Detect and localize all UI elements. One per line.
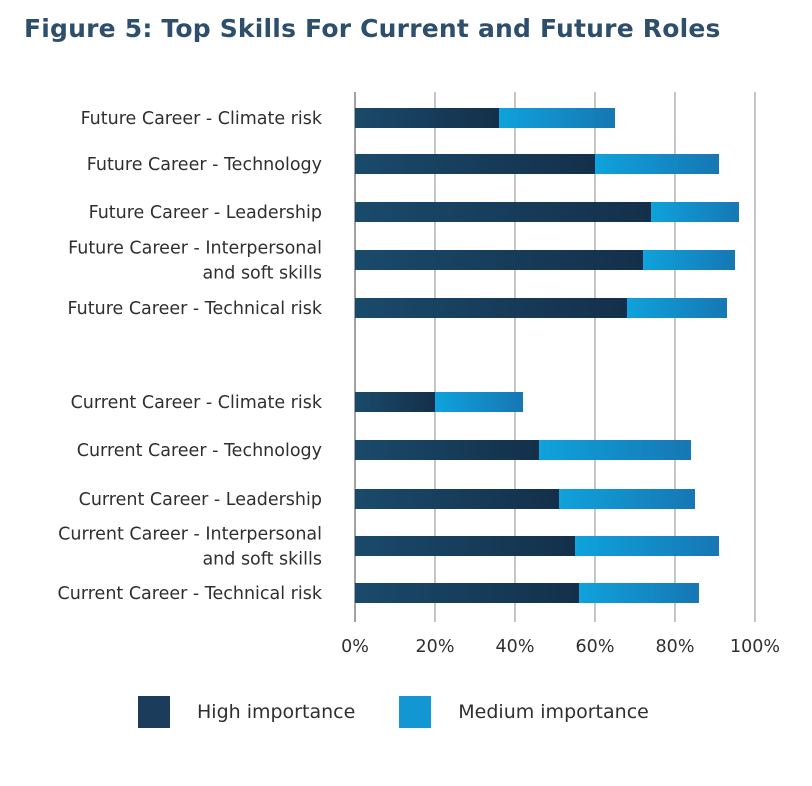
legend-item-medium: Medium importance <box>399 696 649 728</box>
bar-high-3 <box>355 250 643 270</box>
legend: High importance Medium importance <box>138 694 693 730</box>
category-label-5: Current Career - Climate risk <box>71 393 323 413</box>
category-label-8-line-1: and soft skills <box>202 550 322 570</box>
legend-label-high: High importance <box>197 701 356 723</box>
category-label-1: Future Career - Technology <box>87 155 322 175</box>
bar-high-2 <box>355 202 651 222</box>
gridlines <box>354 92 756 622</box>
category-label-0: Future Career - Climate risk <box>81 109 323 129</box>
category-label-8-line-0: Current Career - Interpersonal <box>58 525 322 545</box>
legend-item-high: High importance <box>138 696 355 728</box>
bar-medium-2 <box>651 202 739 222</box>
category-label-3-line-1: and soft skills <box>202 264 322 284</box>
x-tick-label-2: 40% <box>496 637 535 657</box>
bar-high-4 <box>355 298 627 318</box>
category-label-2: Future Career - Leadership <box>89 203 322 223</box>
chart-title: Figure 5: Top Skills For Current and Fut… <box>24 14 721 43</box>
bar-high-6 <box>355 440 539 460</box>
category-label-9: Current Career - Technical risk <box>58 584 323 604</box>
category-label-4: Future Career - Technical risk <box>68 299 323 319</box>
bar-high-8 <box>355 536 575 556</box>
bar-high-1 <box>355 154 595 174</box>
x-tick-label-4: 80% <box>656 637 695 657</box>
bar-high-7 <box>355 489 559 509</box>
stacked-bar-chart: Future Career - Climate risk Future Caree… <box>58 92 780 657</box>
x-tick-label-1: 20% <box>416 637 455 657</box>
legend-label-medium: Medium importance <box>458 701 649 723</box>
bar-medium-8 <box>575 536 719 556</box>
category-label-3-line-0: Future Career - Interpersonal <box>68 239 322 259</box>
category-labels: Future Career - Climate risk Future Caree… <box>58 109 323 604</box>
bar-medium-9 <box>579 583 699 603</box>
bars <box>355 108 739 603</box>
bar-medium-4 <box>627 298 727 318</box>
x-tick-label-5: 100% <box>730 637 780 657</box>
legend-swatch-high <box>138 696 170 728</box>
bar-medium-5 <box>435 392 523 412</box>
bar-medium-6 <box>539 440 691 460</box>
bar-medium-3 <box>643 250 735 270</box>
bar-high-5 <box>355 392 435 412</box>
bar-medium-1 <box>595 154 719 174</box>
bar-medium-0 <box>499 108 615 128</box>
x-tick-label-3: 60% <box>576 637 615 657</box>
x-tick-labels: 0% 20% 40% 60% 80% 100% <box>341 637 780 657</box>
bar-medium-7 <box>559 489 695 509</box>
category-label-6: Current Career - Technology <box>77 441 322 461</box>
bar-high-9 <box>355 583 579 603</box>
category-label-7: Current Career - Leadership <box>79 490 322 510</box>
legend-swatch-medium <box>399 696 432 728</box>
bar-high-0 <box>355 108 499 128</box>
x-tick-label-0: 0% <box>341 637 369 657</box>
